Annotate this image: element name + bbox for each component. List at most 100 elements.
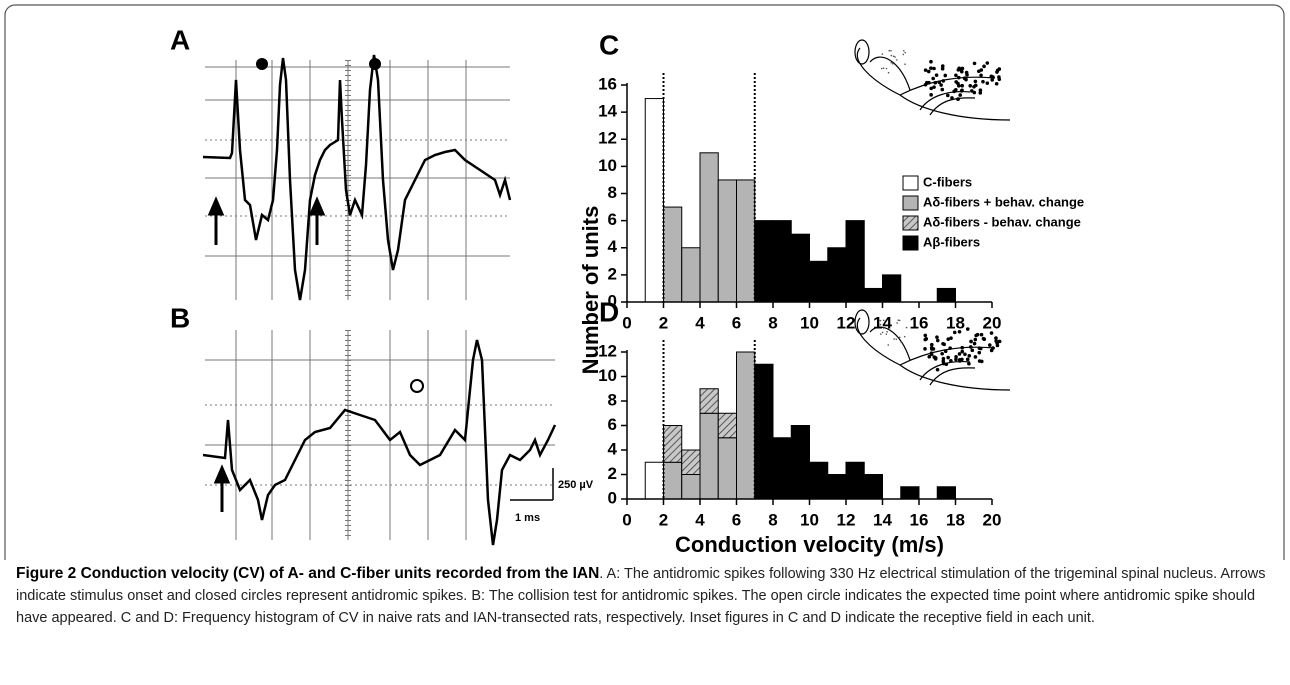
bar xyxy=(736,179,756,303)
bar xyxy=(663,461,683,500)
dot xyxy=(904,51,907,54)
dot xyxy=(879,323,882,326)
dot xyxy=(948,346,952,350)
dot xyxy=(952,330,957,335)
expected-spike-marker xyxy=(410,379,424,393)
x-tick-label: 0 xyxy=(622,510,631,529)
dot xyxy=(888,49,891,52)
dot xyxy=(968,83,973,88)
dot xyxy=(994,336,998,340)
y-tick-label: 12 xyxy=(598,129,617,148)
bar xyxy=(699,412,719,500)
legend-label: Aβ-fibers xyxy=(923,234,980,249)
dot xyxy=(940,64,945,68)
bar xyxy=(790,233,810,303)
dot xyxy=(940,66,945,71)
dot xyxy=(927,80,931,85)
dot xyxy=(887,344,890,346)
dot xyxy=(933,356,938,360)
dot xyxy=(881,53,884,55)
legend-swatch xyxy=(902,175,919,191)
y-tick-label: 4 xyxy=(608,439,618,458)
dot xyxy=(981,336,986,341)
dot xyxy=(924,337,929,341)
bar xyxy=(663,206,683,303)
x-tick-label: 18 xyxy=(946,510,965,529)
receptive-field-inset xyxy=(854,309,1011,391)
bar xyxy=(809,260,829,303)
bar xyxy=(644,461,664,500)
dot xyxy=(954,80,958,84)
dot xyxy=(935,338,940,343)
dot xyxy=(923,347,927,351)
dot xyxy=(968,345,973,349)
dot xyxy=(941,79,946,83)
bar xyxy=(809,461,829,500)
legend-label: C-fibers xyxy=(923,174,972,189)
x-tick-label: 16 xyxy=(910,313,929,332)
y-tick-label: 0 xyxy=(608,488,617,507)
caption-title: Figure 2 Conduction velocity (CV) of A- … xyxy=(16,565,600,582)
dot xyxy=(964,70,969,75)
x-tick-label: 20 xyxy=(983,313,1002,332)
dot xyxy=(931,76,935,81)
dot xyxy=(882,327,885,329)
bar xyxy=(863,287,883,303)
x-tick-label: 8 xyxy=(768,510,777,529)
y-tick-label: 6 xyxy=(608,415,617,434)
dot xyxy=(887,71,890,74)
y-tick-label: 10 xyxy=(598,366,617,385)
dot xyxy=(973,79,978,84)
dot xyxy=(960,66,965,71)
y-tick-label: 0 xyxy=(608,291,617,310)
bar xyxy=(699,152,719,303)
panel-label: C xyxy=(599,29,619,60)
dot xyxy=(926,69,931,74)
legend-label: Aδ-fibers + behav. change xyxy=(923,194,1084,209)
dot xyxy=(890,54,893,57)
dot xyxy=(975,332,980,337)
y-tick-label: 8 xyxy=(608,390,617,409)
scale-label: 1 ms xyxy=(515,512,540,524)
dot xyxy=(946,93,950,98)
dot xyxy=(929,93,933,97)
dot xyxy=(957,352,962,356)
x-tick-label: 10 xyxy=(800,510,819,529)
dot xyxy=(997,339,1002,344)
x-tick-label: 12 xyxy=(837,313,856,332)
caption: Figure 2 Conduction velocity (CV) of A- … xyxy=(16,563,1278,629)
dot xyxy=(888,59,891,62)
dot xyxy=(977,350,982,355)
dot xyxy=(957,75,961,80)
dot xyxy=(950,96,954,100)
dot xyxy=(960,83,964,88)
dot xyxy=(886,331,888,333)
bar xyxy=(936,486,956,500)
x-tick-label: 18 xyxy=(946,313,965,332)
dot xyxy=(979,73,983,78)
dot xyxy=(978,91,983,95)
x-tick-label: 2 xyxy=(659,510,668,529)
bar xyxy=(663,425,683,463)
dot xyxy=(990,78,995,82)
dot xyxy=(940,87,945,92)
panel-label: A xyxy=(170,24,190,55)
x-tick-label: 4 xyxy=(695,313,705,332)
bar xyxy=(681,449,701,475)
spike-marker xyxy=(369,58,381,70)
dot xyxy=(890,61,893,64)
dot xyxy=(972,341,977,346)
bar xyxy=(827,474,847,500)
dot xyxy=(995,70,999,74)
x-tick-label: 6 xyxy=(732,313,741,332)
dot xyxy=(997,77,1002,82)
dot xyxy=(880,333,882,335)
y-tick-label: 8 xyxy=(608,183,617,202)
dot xyxy=(932,85,936,89)
dot xyxy=(965,357,970,362)
dot xyxy=(929,352,934,357)
dot xyxy=(941,361,946,366)
figure-border xyxy=(4,4,1285,560)
spike-marker xyxy=(256,58,268,70)
bar xyxy=(736,351,756,500)
